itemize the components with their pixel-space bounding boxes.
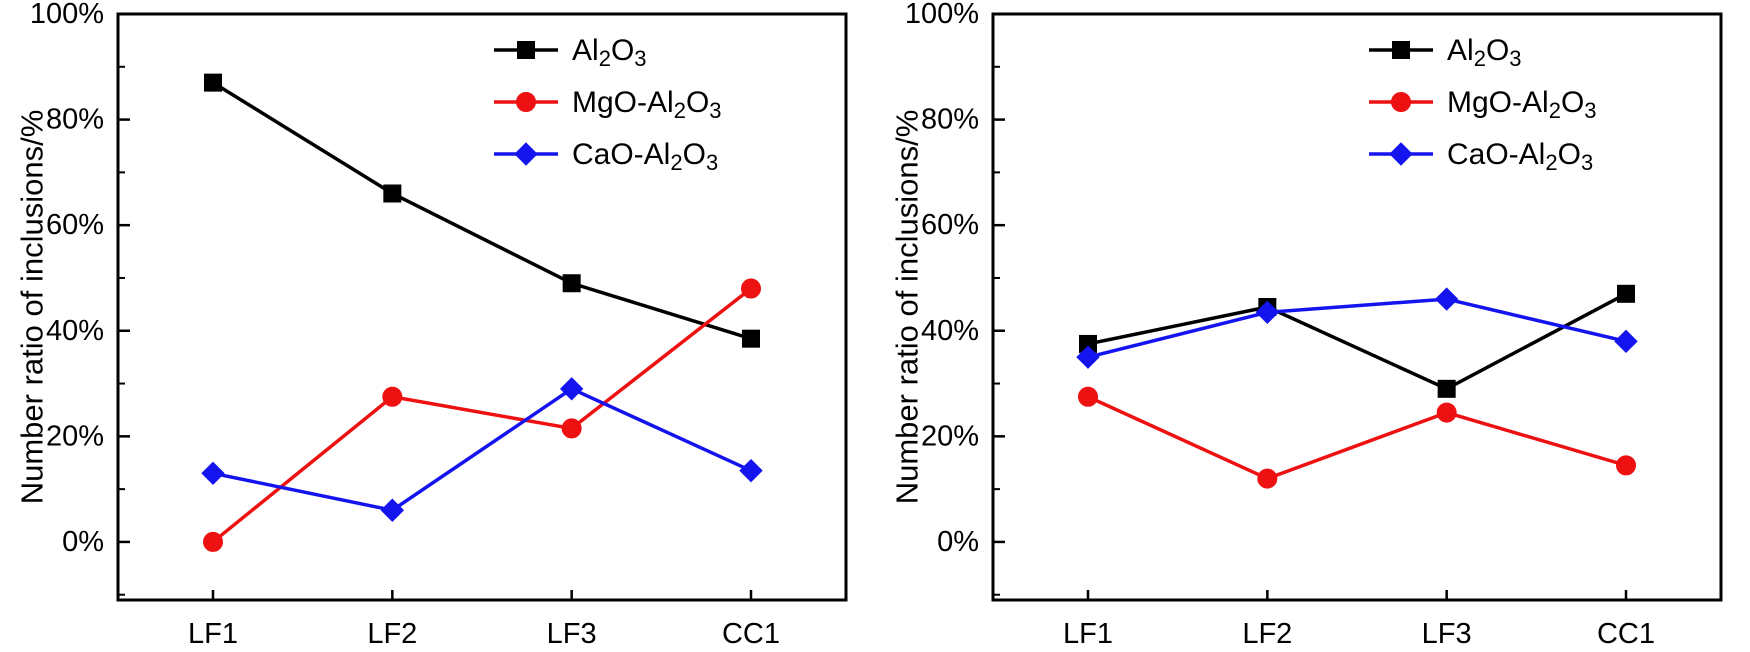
x-category-label: CC1 [722, 618, 780, 650]
plot-frame [116, 12, 848, 602]
x-category-label: LF2 [1242, 618, 1292, 650]
y-tick-label: 80% [46, 104, 104, 136]
y-tick-label: 0% [937, 526, 979, 558]
circle-marker [1391, 92, 1411, 112]
series-line [211, 286, 753, 544]
x-category-label: LF3 [1422, 618, 1472, 650]
diamond-marker [1389, 142, 1413, 166]
legend: Al2O3 MgO-Al2O3 CaO-Al2O3 [1369, 34, 1597, 175]
y-tick-label: 20% [921, 420, 979, 452]
plot-frame [991, 12, 1723, 602]
y-axis-title: Number ratio of inclusions/% [15, 110, 50, 505]
diamond-marker [559, 377, 584, 401]
y-tick-label: 20% [46, 420, 104, 452]
x-category-label: LF1 [188, 618, 238, 650]
x-category-label: CC1 [1597, 618, 1655, 650]
diamond-marker [201, 461, 225, 486]
circle-marker [1257, 468, 1278, 489]
y-tick-label: 60% [46, 209, 104, 241]
legend-label: CaO-Al2O3 [572, 138, 718, 175]
legend-label: MgO-Al2O3 [1447, 86, 1597, 123]
x-category-label: LF2 [367, 618, 417, 650]
y-tick-label: 100% [905, 0, 979, 30]
square-marker [517, 41, 535, 59]
square-marker [742, 329, 760, 348]
square-marker [562, 274, 581, 293]
chart-right-panel: 0% 20% 40% 60% 80% 100% LF1 LF2 LF3 CC1 Number rat… [890, 0, 1723, 650]
diamond-marker [1255, 300, 1280, 324]
legend-label: MgO-Al2O3 [572, 86, 722, 123]
series-line [1086, 292, 1628, 391]
x-category-label: LF1 [1063, 618, 1113, 650]
circle-marker [203, 531, 223, 552]
series-line [211, 80, 753, 341]
circle-marker [516, 92, 536, 112]
square-marker [1437, 379, 1456, 398]
series-line [1086, 394, 1628, 481]
y-tick-label: 100% [30, 0, 104, 30]
legend-label: Al2O3 [572, 34, 647, 71]
diamond-marker [739, 458, 763, 483]
square-marker [1392, 41, 1410, 59]
diamond-marker [1614, 329, 1638, 354]
y-tick-label: 40% [46, 315, 104, 347]
circle-marker [1436, 402, 1457, 423]
diamond-marker [514, 142, 538, 166]
y-tick-label: 60% [921, 209, 979, 241]
square-marker [204, 73, 222, 92]
diamond-marker [380, 498, 405, 522]
circle-marker [561, 418, 582, 439]
y-tick-label: 0% [62, 526, 104, 558]
circle-marker [1078, 386, 1098, 407]
circle-marker [1616, 455, 1636, 476]
legend-label: Al2O3 [1447, 34, 1522, 71]
y-axis-title: Number ratio of inclusions/% [890, 110, 925, 505]
legend-label: CaO-Al2O3 [1447, 138, 1593, 175]
series-line [1086, 297, 1628, 359]
chart-left-panel: 0% 20% 40% 60% 80% 100% LF1 LF2 LF3 CC1 Number rat… [15, 0, 848, 650]
circle-marker [741, 278, 761, 299]
y-tick-label: 40% [921, 315, 979, 347]
y-tick-label: 80% [921, 104, 979, 136]
square-marker [383, 184, 402, 203]
diamond-marker [1434, 287, 1459, 311]
x-category-label: LF3 [547, 618, 597, 650]
diamond-marker [1076, 345, 1100, 369]
series-line [211, 387, 753, 513]
legend: Al2O3 MgO-Al2O3 CaO-Al2O3 [494, 34, 722, 175]
square-marker [1617, 284, 1635, 303]
circle-marker [382, 386, 403, 407]
